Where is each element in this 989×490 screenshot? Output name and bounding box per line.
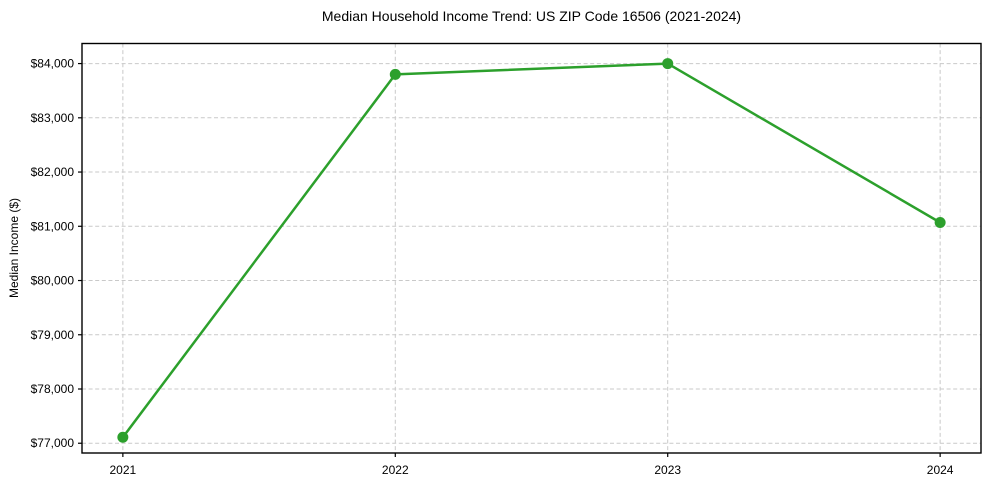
x-tick-label: 2023 bbox=[654, 463, 681, 477]
trend-line bbox=[121, 62, 942, 439]
data-point-2024 bbox=[934, 216, 946, 228]
y-tick-label: $77,000 bbox=[31, 436, 75, 450]
data-point-2023 bbox=[662, 58, 674, 70]
x-tick-label: 2021 bbox=[110, 463, 137, 477]
x-tick-label: 2022 bbox=[382, 463, 409, 477]
data-point-2022 bbox=[389, 68, 401, 80]
y-tick-label: $83,000 bbox=[31, 111, 75, 125]
y-tick-label: $79,000 bbox=[31, 328, 75, 342]
chart-title: Median Household Income Trend: US ZIP Co… bbox=[321, 8, 742, 24]
y-tick-label: $82,000 bbox=[31, 165, 75, 179]
x-tick-label: 2024 bbox=[927, 463, 954, 477]
y-tick-label: $84,000 bbox=[31, 57, 75, 71]
data-point-2021 bbox=[117, 431, 129, 443]
y-tick-label: $80,000 bbox=[31, 274, 75, 288]
y-axis-label: Median Income ($) bbox=[7, 197, 21, 299]
y-tick-label: $81,000 bbox=[31, 219, 75, 233]
y-tick-label: $78,000 bbox=[31, 382, 75, 396]
plot-border bbox=[81, 42, 982, 454]
